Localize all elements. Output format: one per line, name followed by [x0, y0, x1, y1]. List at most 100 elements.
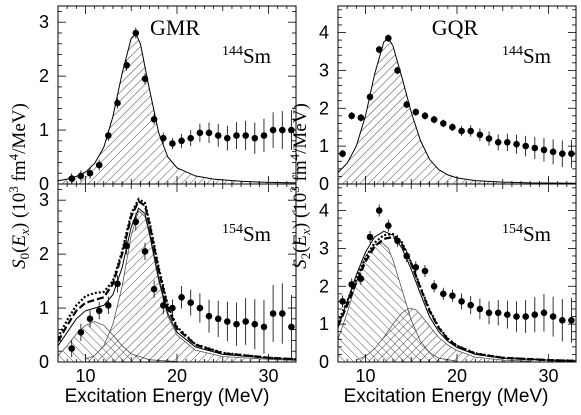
data-point	[449, 292, 456, 300]
x-tick-label: 30	[539, 366, 559, 386]
data-point	[196, 304, 204, 312]
dotted-line	[58, 197, 296, 361]
data-point	[187, 299, 194, 307]
isotope-element: Sm	[243, 44, 271, 68]
data-point	[178, 137, 185, 145]
data-point	[68, 345, 75, 352]
fit-line	[338, 37, 576, 184]
component-2-line	[356, 307, 531, 362]
data-point	[559, 317, 566, 324]
data-point	[531, 144, 539, 152]
plot-area	[58, 197, 296, 362]
x-tick-label: 10	[355, 366, 375, 386]
data-point	[224, 318, 231, 325]
data-point	[187, 134, 194, 142]
data-point	[224, 134, 231, 142]
y-tick-label: 2	[319, 276, 329, 296]
panel-bottom-left: 0 1 2 3 10 20 30 154Sm	[39, 183, 297, 386]
data-point	[68, 175, 75, 182]
data-point	[540, 309, 548, 317]
isotope-label: 154Sm	[222, 222, 271, 246]
sum-line	[58, 207, 296, 360]
y-tick-label: 1	[39, 298, 49, 318]
data-point	[559, 150, 566, 157]
y-tick-label: 0	[39, 352, 49, 372]
data-point	[214, 315, 222, 323]
plot-area	[338, 34, 576, 184]
y-tick-label: 3	[319, 238, 329, 258]
y-tick-label: 0	[319, 174, 329, 194]
data-point	[123, 62, 130, 69]
dotted-line	[338, 232, 576, 362]
data-point	[421, 267, 429, 275]
data-point	[141, 248, 149, 255]
data-point	[485, 135, 493, 142]
component-2-hatch	[356, 308, 531, 362]
data-point	[375, 46, 383, 53]
data-point	[440, 290, 447, 298]
data-point	[412, 264, 420, 271]
data-point	[169, 140, 176, 147]
isotope-label: 144Sm	[222, 44, 271, 68]
data-point	[123, 242, 130, 250]
data-point	[339, 150, 346, 157]
data-point	[476, 131, 484, 139]
data-point	[77, 172, 85, 180]
data-point	[412, 108, 420, 116]
data-point	[513, 140, 520, 148]
data-point	[467, 301, 475, 309]
fit-line	[58, 33, 296, 184]
data-point	[385, 34, 392, 42]
component-1-hatch	[338, 242, 457, 362]
data-point	[348, 281, 356, 288]
peak-hatch	[338, 38, 576, 184]
data-point	[394, 237, 401, 245]
data-point	[366, 93, 374, 101]
data-point	[105, 302, 112, 309]
y-tick-label: 2	[39, 244, 49, 264]
data-point	[421, 112, 429, 120]
x-tick-label: 20	[167, 366, 187, 386]
isotope-element: Sm	[243, 222, 271, 246]
data-point	[458, 298, 465, 305]
data-point	[260, 132, 268, 139]
data-point	[357, 114, 365, 121]
data-point	[205, 312, 213, 320]
x-axis-title-right: Excitation Energy (MeV)	[344, 386, 549, 407]
data-point	[348, 112, 356, 120]
data-point	[160, 134, 167, 142]
data-point	[522, 313, 529, 320]
isotope-mass: 144	[222, 44, 243, 59]
y-tick-label: 4	[319, 201, 329, 221]
x-axis-title-left: Excitation Energy (MeV)	[65, 386, 270, 407]
data-point	[288, 323, 295, 331]
isotope-element: Sm	[523, 222, 551, 246]
data-point	[449, 123, 456, 131]
data-point	[385, 222, 392, 229]
data-point	[242, 318, 249, 325]
data-point	[568, 317, 575, 324]
data-point	[357, 275, 365, 283]
data-point	[214, 132, 222, 139]
data-point	[430, 283, 438, 290]
data-point	[269, 126, 277, 134]
y-axis-title-left: S0(Ex) (103 fm4/MeV)	[6, 103, 32, 269]
y-axis-title-right: S2(Ex) (103 fm4/MeV)	[287, 103, 313, 269]
data-point	[403, 252, 411, 260]
data-point	[114, 280, 121, 288]
x-tick-label: 10	[75, 366, 95, 386]
data-point	[233, 132, 240, 139]
plot-area	[338, 204, 576, 362]
y-tick-label: 0	[39, 174, 49, 194]
data-point	[531, 311, 539, 319]
panel-top-left: 0 1 2 3 GMR 144Sm	[39, 5, 297, 194]
y-tick-label: 1	[39, 120, 49, 140]
data-point	[485, 309, 493, 317]
data-point	[269, 310, 277, 317]
y-tick-label: 2	[39, 66, 49, 86]
data-point	[196, 129, 204, 137]
data-point	[476, 305, 484, 313]
data-point	[95, 161, 103, 169]
data-point	[251, 320, 259, 328]
data-point	[205, 129, 213, 137]
